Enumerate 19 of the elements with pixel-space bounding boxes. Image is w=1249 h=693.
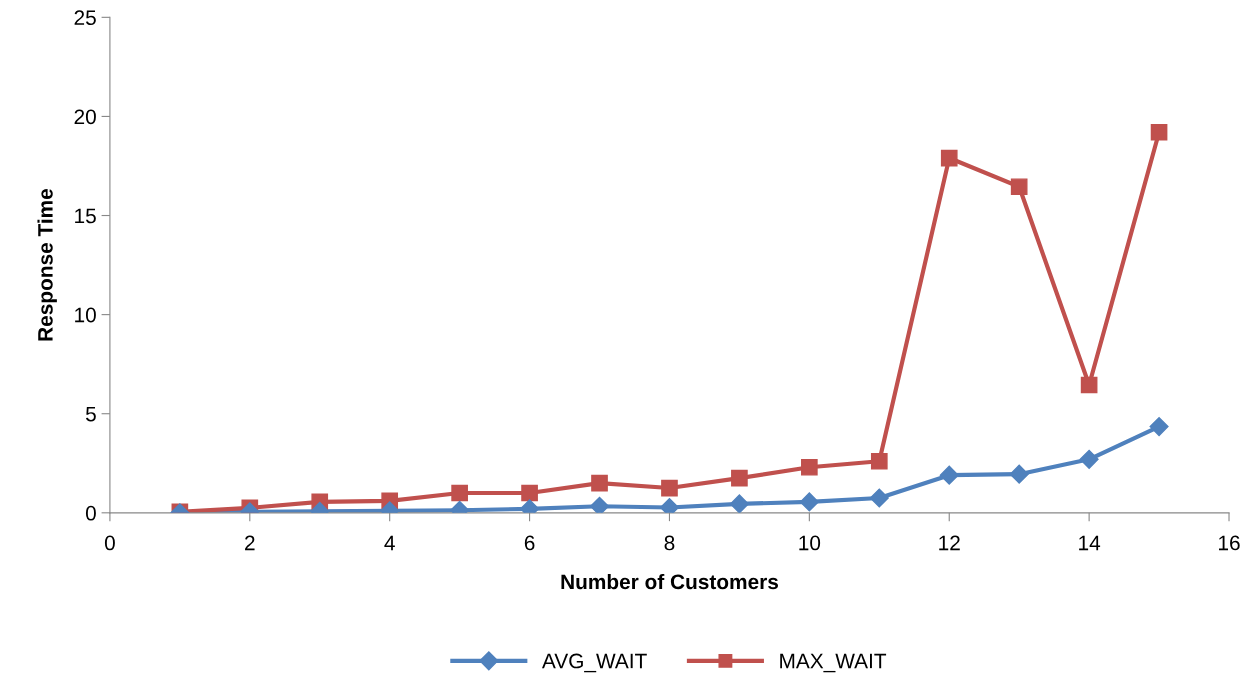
x-tick-label: 16 [1219, 535, 1240, 551]
x-tick-label: 10 [799, 535, 821, 551]
y-axis-title: Response Time [37, 188, 57, 341]
y-tick-label: 10 [75, 307, 96, 323]
x-tick-label: 8 [664, 535, 675, 551]
x-tick-label: 12 [939, 535, 960, 551]
x-tick-label: 6 [524, 535, 535, 551]
x-tick-label: 0 [104, 535, 115, 551]
x-tick-label: 14 [1079, 535, 1101, 551]
y-tick-label: 5 [85, 406, 96, 422]
legend-label: MAX_WAIT [780, 653, 887, 673]
y-tick-label: 20 [74, 109, 96, 125]
x-tick-label: 4 [384, 535, 395, 551]
y-tick-label: 0 [85, 505, 96, 521]
x-axis-title: Number of Customers [561, 573, 778, 590]
y-tick-label: 15 [75, 208, 96, 224]
legend-label: AVG_WAIT [541, 653, 647, 673]
y-tick-label: 25 [74, 10, 96, 26]
x-tick-label: 2 [245, 535, 255, 551]
